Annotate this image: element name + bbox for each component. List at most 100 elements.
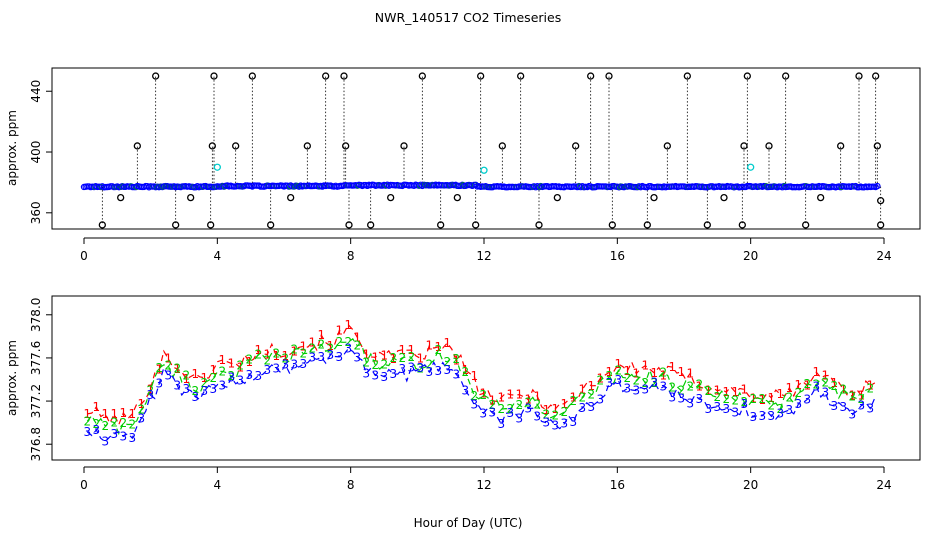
series-3-point: 3 [120,429,128,443]
series-2-point: 2 [732,394,740,408]
series-1-point: 1 [372,350,380,364]
outlier-marker [663,142,671,150]
series-3-point: 3 [309,351,317,365]
low-marker [387,193,395,202]
series-2-point: 2 [336,335,344,349]
series-3-point: 3 [471,398,479,412]
series-1-point: 1 [291,344,299,358]
bottom-y-axis-title: approx. ppm [5,340,19,416]
x-tick-label: 24 [876,478,891,492]
figure-title: NWR_140517 CO2 Timeseries [375,10,561,25]
series-1-point: 1 [138,397,146,411]
x-tick-label: 0 [80,249,88,263]
outlier-marker [367,221,375,229]
series-3-point: 3 [579,401,587,415]
series-3-point: 3 [768,409,776,423]
series-3-point: 3 [417,361,425,375]
outlier-marker [232,142,240,150]
series-3-point: 3 [246,368,254,382]
series-1-point: 1 [183,372,191,386]
outlier-marker [608,221,616,229]
series-3-point: 3 [507,406,515,420]
low-marker [650,193,658,202]
series-3-point: 3 [489,406,497,420]
low-marker [720,193,728,202]
series-3-point: 3 [93,423,101,437]
series-3-point: 3 [741,397,749,411]
outlier-marker [740,142,748,150]
series-2-point: 2 [750,392,758,406]
series-1-point: 1 [651,366,659,380]
series-2-point: 2 [804,377,812,391]
y-tick-label: 440 [29,80,43,103]
x-tick-label: 20 [743,249,758,263]
series-2-point: 2 [408,350,416,364]
series-3-point: 3 [516,412,524,426]
series-1-point: 1 [579,383,587,397]
series-1-line [87,323,876,427]
series-1-point: 1 [246,355,254,369]
series-2-point: 2 [327,342,335,356]
cyan-marker [480,166,488,174]
series-2-point: 2 [174,362,182,376]
outlier-marker [498,142,506,150]
baseline-point [874,182,881,190]
series-3-point: 3 [867,402,875,416]
series-3-point: 3 [534,409,542,423]
outlier-marker [535,221,543,229]
series-3-point: 3 [228,371,236,385]
series-3-point: 3 [435,364,443,378]
series-3-point: 3 [408,360,416,374]
series-2-point: 2 [111,415,119,429]
top-y-axis-title: approx. ppm [5,110,19,186]
series-2-point: 2 [714,390,722,404]
outlier-marker [133,142,141,150]
series-2-point: 2 [354,339,362,353]
series-1-point: 1 [399,343,407,357]
series-3-point: 3 [255,369,263,383]
series-1-point: 1 [723,385,731,399]
series-3-point: 3 [192,390,200,404]
series-2-point: 2 [228,369,236,383]
series-3-point: 3 [318,350,326,364]
series-2-point: 2 [165,359,173,373]
series-2-point: 2 [840,382,848,396]
series-1-point: 1 [606,365,614,379]
series-1-point: 1 [633,367,641,381]
series-2-point: 2 [435,343,443,357]
series-1-point: 1 [417,351,425,365]
series-2-point: 2 [84,414,92,428]
series-1-point: 1 [858,389,866,403]
series-2-point: 2 [687,380,695,394]
series-3-point: 3 [849,408,857,422]
series-2-point: 2 [210,371,218,385]
series-2-point: 2 [588,388,596,402]
series-2-point: 2 [300,347,308,361]
series-2-point: 2 [705,384,713,398]
outlier-marker [418,72,426,80]
series-1-point: 1 [822,369,830,383]
series-1-point: 1 [336,324,344,338]
x-tick-label: 24 [876,249,891,263]
series-3-point: 3 [183,382,191,396]
series-2-point: 2 [183,369,191,383]
series-2-point: 2 [633,374,641,388]
series-2-point: 2 [237,358,245,372]
series-2-point: 2 [822,375,830,389]
series-3-point: 3 [237,373,245,387]
series-3-point: 3 [129,431,137,445]
series-3-point: 3 [543,416,551,430]
outlier-marker [172,221,180,229]
x-tick-label: 12 [476,249,491,263]
low-marker [117,193,125,202]
series-3-point: 3 [624,381,632,395]
series-1-point: 1 [660,368,668,382]
series-3-point: 3 [678,391,686,405]
outlier-marker [207,221,215,229]
series-2-point: 2 [741,395,749,409]
series-1-point: 1 [768,391,776,405]
series-3-point: 3 [804,392,812,406]
series-3-point: 3 [147,388,155,402]
series-3-point: 3 [552,418,560,432]
series-3-point: 3 [291,357,299,371]
